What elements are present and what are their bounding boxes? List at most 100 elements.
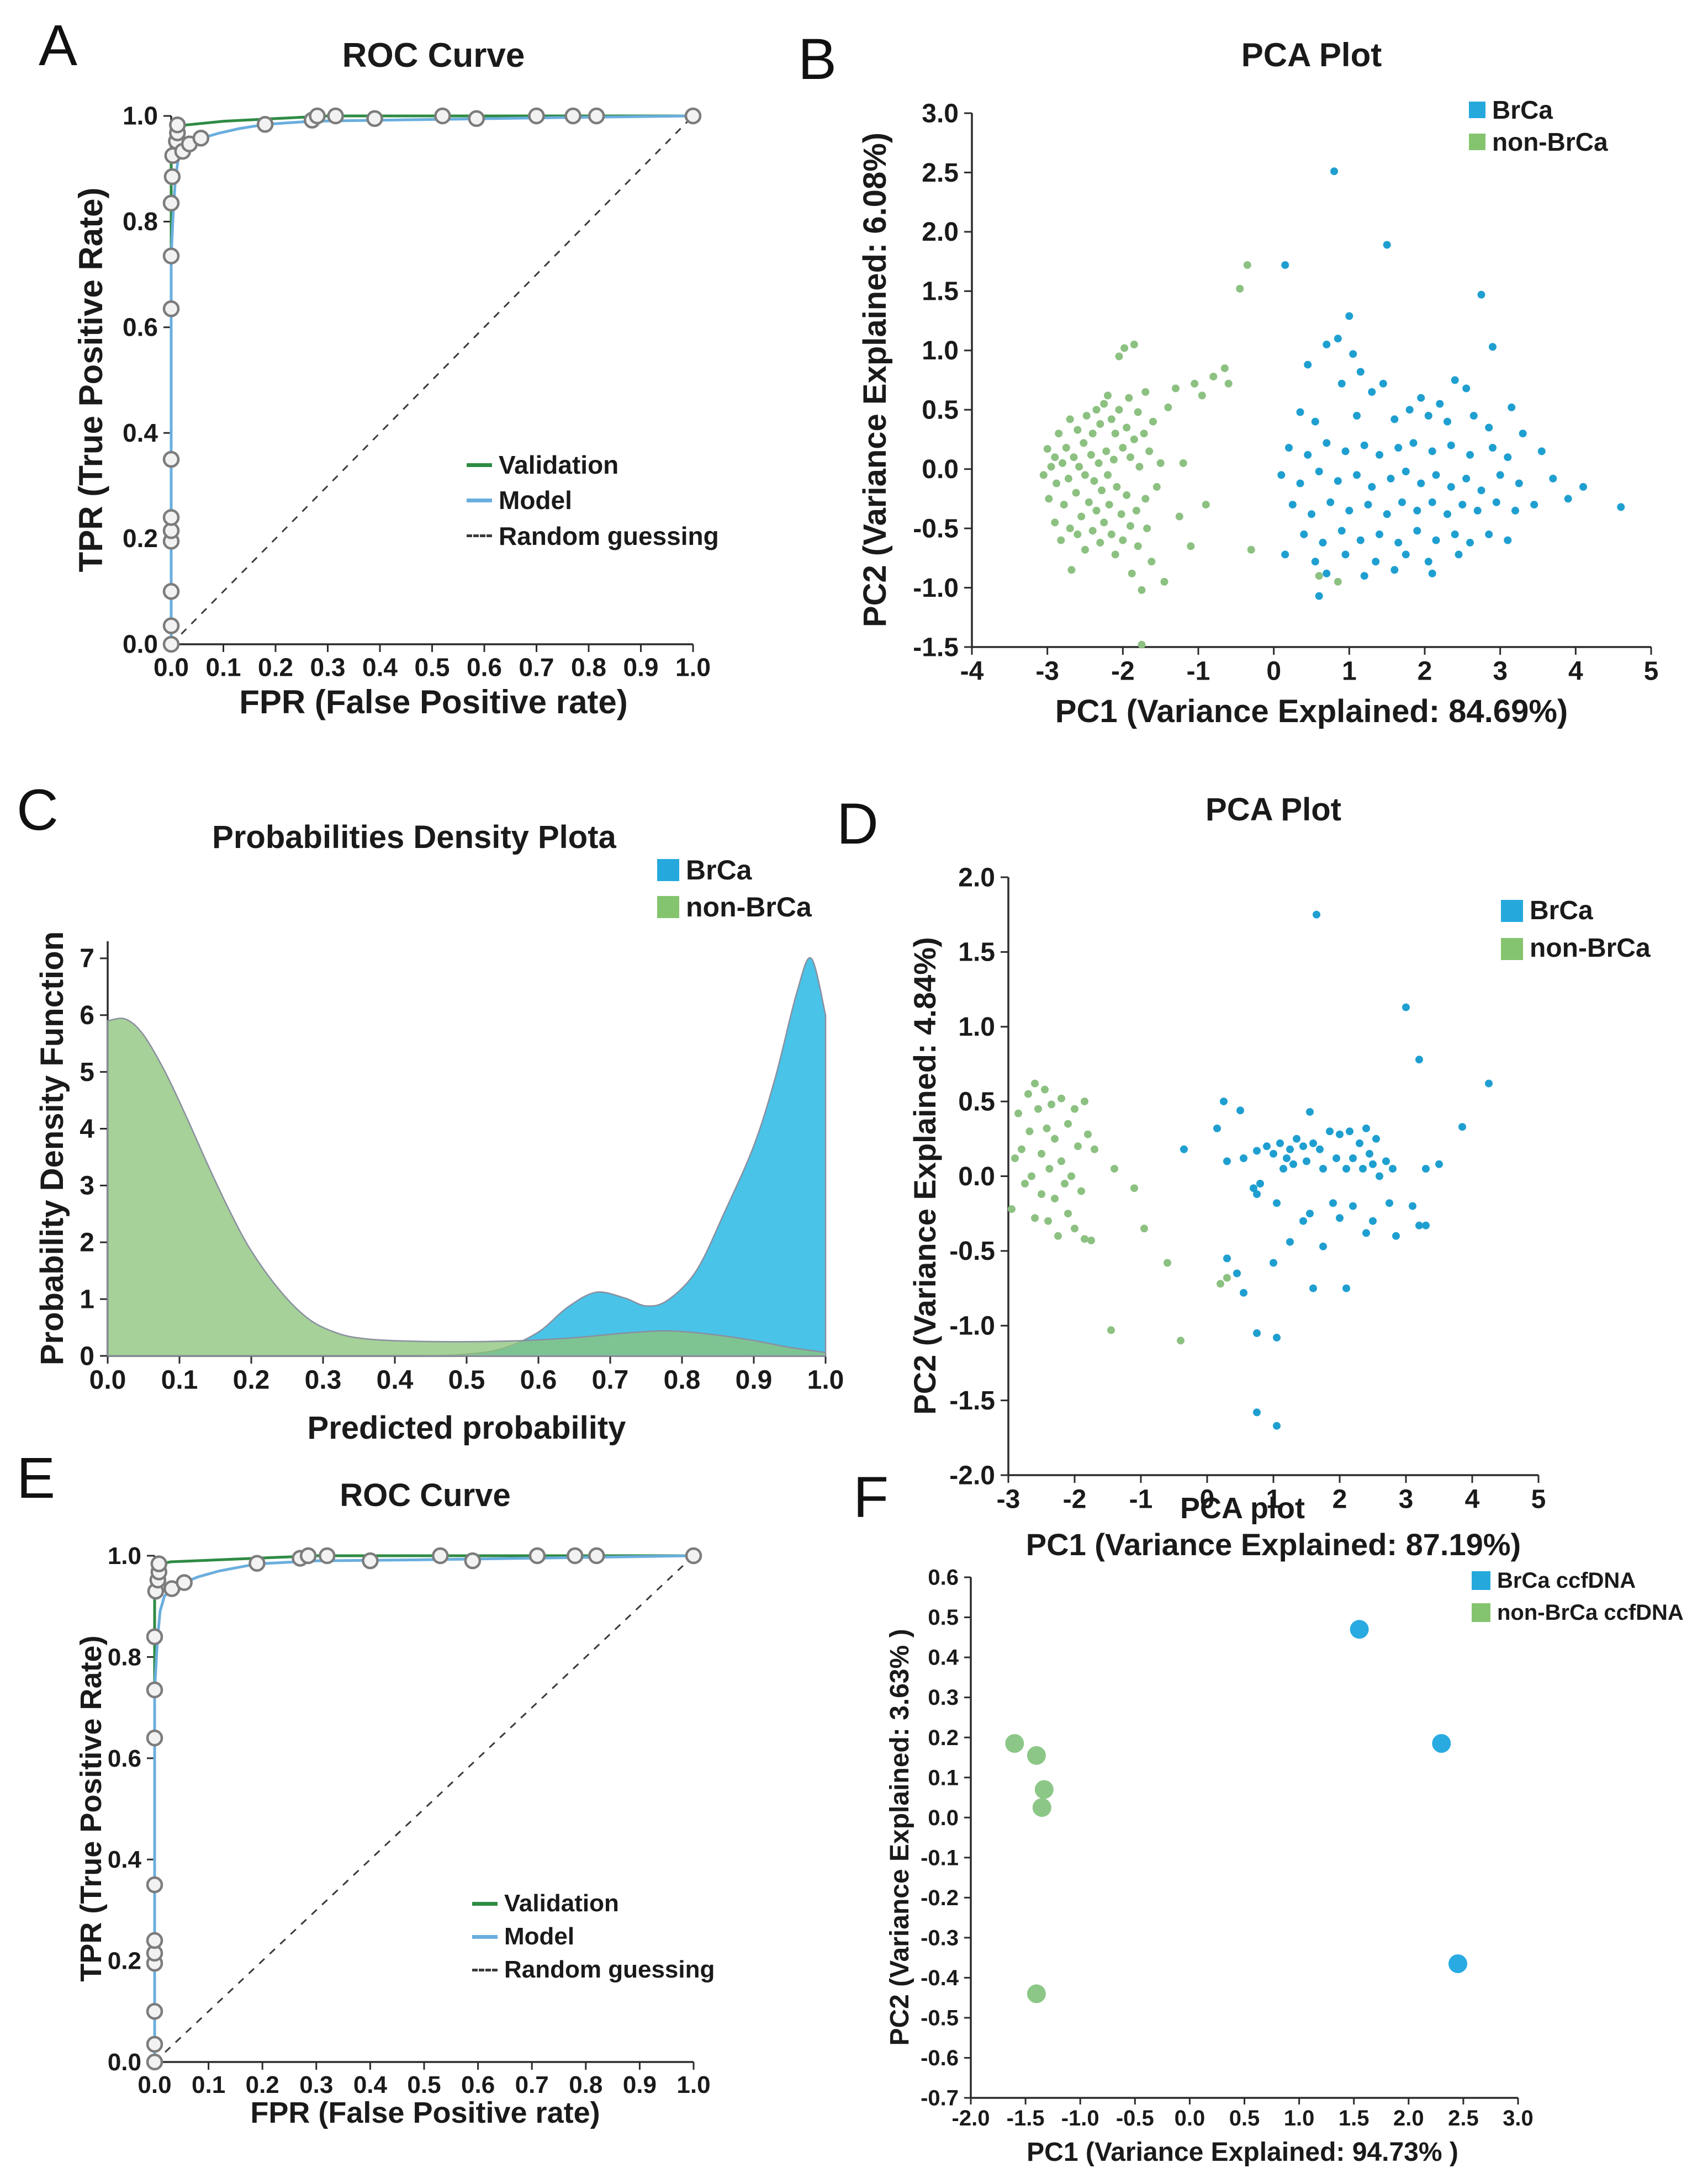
legend-a: Validation Model Random guessing [467,452,719,558]
panel-letter-f: F [853,1465,889,1530]
random-guessing-line [170,115,694,645]
svg-text:1.5: 1.5 [922,277,959,306]
svg-text:-1.0: -1.0 [1061,2106,1099,2130]
svg-text:2.5: 2.5 [922,158,959,188]
svg-text:0.3: 0.3 [305,1366,342,1395]
svg-text:0.1: 0.1 [928,1766,959,1790]
svg-text:2: 2 [1418,657,1432,686]
svg-text:3: 3 [1493,657,1508,686]
roc-markers [146,1547,702,2071]
legend-swatch-line [472,1901,498,1906]
svg-text:-0.7: -0.7 [921,2086,959,2111]
density-plot-c: 0.0 0.1 0.2 0.3 0.4 0.5 0.6 0.7 0.8 0.9 1.0 0 1 2 3 4 5 6… [80,941,844,1395]
svg-text:0.1: 0.1 [206,653,241,682]
svg-text:0.2: 0.2 [108,1948,141,1975]
chart-title-c: Probabilities Density Plota [212,819,616,855]
svg-text:-2.0: -2.0 [949,1461,995,1490]
x-axis-label-a: FPR (False Positive rate) [239,683,628,720]
svg-text:-4: -4 [960,657,984,686]
svg-text:0.1: 0.1 [161,1366,198,1395]
legend-label: non-BrCa [686,891,812,923]
x-axis-label-d: PC1 (Variance Explained: 87.19%) [1025,1527,1521,1562]
panel-f: F PCA plot PC2 (Variance Explained: 3.63… [853,1465,1684,2167]
legend-item: BrCa ccfDNA [1472,1569,1684,1592]
axis-ticks: 0.0 0.1 0.2 0.3 0.4 0.5 0.6 0.7 0.8 0.9 1.0 0.0 0.2 0… [123,102,711,682]
svg-text:1.0: 1.0 [807,1366,844,1395]
svg-text:-0.2: -0.2 [921,1886,959,1910]
svg-text:2.0: 2.0 [1393,2106,1424,2130]
legend-item: non-BrCa [1501,934,1651,962]
roc-plot-a: 0.0 0.1 0.2 0.3 0.4 0.5 0.6 0.7 0.8 0.9 1.0 0.0 0.2 0… [123,102,711,682]
svg-text:-0.5: -0.5 [921,2006,959,2031]
legend-item: BrCa [1469,97,1608,123]
svg-text:-1.0: -1.0 [949,1312,995,1341]
svg-text:0.0: 0.0 [922,455,959,484]
axis-ticks: 0.0 0.1 0.2 0.3 0.4 0.5 0.6 0.7 0.8 0.9 1.0 0.0 0.2 0… [108,1542,711,2098]
legend-label: Validation [504,1890,619,1917]
svg-text:0.7: 0.7 [519,653,554,682]
legend-item: Model [472,1923,715,1949]
x-axis-label-c: Predicted probability [307,1410,626,1446]
legend-item: Random guessing [467,522,719,549]
chart-title-d: PCA Plot [1205,792,1341,828]
legend-item: Model [467,486,719,515]
svg-text:0.9: 0.9 [623,2071,657,2098]
svg-text:1: 1 [1266,1485,1281,1514]
legend-swatch-dashed [472,1968,498,1971]
svg-text:0.2: 0.2 [928,1726,959,1750]
svg-text:1.0: 1.0 [676,2071,710,2098]
svg-text:4: 4 [80,1115,94,1144]
legend-item: non-BrCa ccfDNA [1472,1601,1684,1624]
svg-text:0.1: 0.1 [192,2071,225,2098]
svg-text:3: 3 [80,1171,94,1201]
svg-text:0.8: 0.8 [123,207,158,236]
svg-text:4: 4 [1465,1485,1480,1514]
legend-item: non-BrCa [657,891,812,923]
panel-c: C Probabilities Density Plota Probabilit… [0,773,861,1457]
panel-letter-d: D [837,792,879,856]
legend-swatch-line [467,498,492,502]
svg-text:0.0: 0.0 [958,1162,995,1191]
legend-label: Model [499,486,572,515]
svg-text:1: 1 [1342,657,1357,686]
legend-item: Random guessing [472,1957,715,1982]
svg-text:0.0: 0.0 [1175,2106,1205,2130]
svg-text:0.9: 0.9 [736,1366,773,1395]
chart-title-a: ROC Curve [342,36,525,75]
legend-swatch-square [1501,937,1523,960]
svg-text:6: 6 [80,1001,94,1030]
svg-text:0.5: 0.5 [1229,2106,1260,2130]
svg-text:0.3: 0.3 [299,2071,333,2098]
chart-title-e: ROC Curve [340,1477,511,1513]
svg-text:-3: -3 [997,1485,1021,1514]
panel-letter-b: B [798,27,837,92]
axes-spines [1007,877,1538,1476]
legend-label: BrCa [1530,896,1593,925]
panel-letter-c: C [17,778,59,842]
svg-text:0.2: 0.2 [246,2071,279,2098]
svg-text:2.5: 2.5 [1448,2106,1479,2130]
legend-swatch-dashed [467,534,492,538]
svg-text:-1: -1 [1129,1485,1153,1514]
svg-text:0.3: 0.3 [928,1685,959,1710]
svg-text:0.8: 0.8 [571,653,606,682]
chart-title-f: PCA plot [1180,1492,1305,1525]
svg-text:0.4: 0.4 [377,1366,414,1395]
svg-text:0.4: 0.4 [362,653,398,682]
scatter-series-non-brca [1039,261,1342,649]
chart-title-b: PCA Plot [1241,36,1382,73]
svg-text:1.0: 1.0 [675,653,711,682]
svg-text:0.8: 0.8 [664,1366,701,1395]
legend-swatch-line [467,463,492,467]
svg-text:3: 3 [1399,1485,1414,1514]
panel-letter-a: A [39,13,78,78]
x-axis-label-e: FPR (False Positive rate) [250,2096,600,2129]
panel-d: D PCA Plot PC2 (Variance Explained: 4.84… [837,792,1651,1562]
svg-text:4: 4 [1568,657,1583,686]
panel-letter-e: E [17,1446,56,1510]
svg-text:0.2: 0.2 [258,653,293,682]
svg-text:0.9: 0.9 [623,653,659,682]
svg-text:0.0: 0.0 [123,630,158,659]
svg-text:-3: -3 [1035,657,1059,686]
svg-text:-0.5: -0.5 [949,1237,995,1266]
